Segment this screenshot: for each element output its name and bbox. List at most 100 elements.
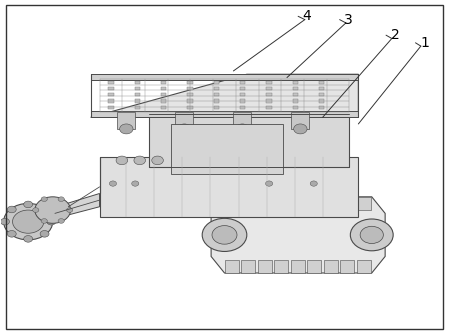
- Bar: [240, 100, 246, 103]
- Circle shape: [116, 156, 128, 165]
- Bar: [91, 111, 358, 117]
- FancyBboxPatch shape: [149, 114, 349, 167]
- Circle shape: [178, 124, 191, 134]
- Bar: [214, 80, 219, 84]
- Bar: [135, 100, 140, 103]
- Bar: [109, 100, 114, 103]
- Circle shape: [202, 218, 247, 252]
- Bar: [91, 74, 358, 80]
- Text: 3: 3: [344, 13, 353, 27]
- Circle shape: [350, 219, 393, 251]
- Bar: [240, 93, 246, 97]
- Bar: [109, 93, 114, 97]
- Circle shape: [66, 208, 73, 212]
- Bar: [293, 93, 298, 97]
- Bar: [258, 260, 272, 273]
- Bar: [274, 260, 288, 273]
- Bar: [135, 106, 140, 109]
- Circle shape: [7, 206, 16, 213]
- Bar: [224, 197, 239, 210]
- Bar: [324, 260, 338, 273]
- Bar: [176, 112, 193, 129]
- Circle shape: [110, 181, 116, 186]
- Bar: [161, 87, 167, 90]
- Circle shape: [35, 197, 70, 223]
- Circle shape: [7, 230, 16, 237]
- Bar: [188, 106, 193, 109]
- Bar: [291, 260, 305, 273]
- Bar: [161, 106, 167, 109]
- Circle shape: [41, 219, 47, 223]
- Bar: [188, 93, 193, 97]
- Bar: [214, 100, 219, 103]
- Circle shape: [41, 197, 47, 201]
- Bar: [319, 106, 325, 109]
- Bar: [340, 197, 354, 210]
- Bar: [241, 197, 255, 210]
- PathPatch shape: [15, 193, 100, 227]
- PathPatch shape: [91, 74, 358, 117]
- Circle shape: [4, 203, 53, 240]
- Bar: [291, 197, 305, 210]
- Circle shape: [152, 156, 163, 165]
- Bar: [266, 106, 272, 109]
- Bar: [266, 87, 272, 90]
- Bar: [214, 87, 219, 90]
- Circle shape: [13, 210, 44, 233]
- Bar: [135, 93, 140, 97]
- Bar: [109, 106, 114, 109]
- Circle shape: [47, 218, 56, 225]
- Bar: [240, 87, 246, 90]
- Bar: [135, 80, 140, 84]
- Bar: [117, 112, 135, 129]
- Bar: [319, 87, 325, 90]
- Bar: [240, 106, 246, 109]
- Bar: [274, 197, 288, 210]
- Bar: [293, 87, 298, 90]
- Bar: [188, 80, 193, 84]
- Circle shape: [0, 218, 9, 225]
- Circle shape: [119, 124, 133, 134]
- Bar: [233, 112, 251, 129]
- FancyBboxPatch shape: [100, 157, 358, 217]
- Circle shape: [33, 208, 39, 212]
- Circle shape: [24, 201, 33, 208]
- Circle shape: [310, 181, 317, 186]
- Circle shape: [265, 181, 273, 186]
- Bar: [293, 80, 298, 84]
- Bar: [109, 87, 114, 90]
- Circle shape: [58, 197, 64, 201]
- Bar: [319, 80, 325, 84]
- Bar: [340, 260, 354, 273]
- Bar: [291, 112, 309, 129]
- Bar: [188, 100, 193, 103]
- Circle shape: [40, 230, 49, 237]
- Circle shape: [132, 181, 139, 186]
- Text: 2: 2: [391, 28, 399, 42]
- Bar: [109, 80, 114, 84]
- Bar: [241, 260, 255, 273]
- Bar: [224, 260, 239, 273]
- Bar: [319, 100, 325, 103]
- Bar: [161, 80, 167, 84]
- Bar: [161, 100, 167, 103]
- Circle shape: [24, 235, 33, 242]
- Text: 4: 4: [303, 9, 312, 23]
- Text: 1: 1: [420, 36, 429, 50]
- Bar: [266, 80, 272, 84]
- Bar: [171, 124, 282, 174]
- Bar: [135, 87, 140, 90]
- Bar: [188, 87, 193, 90]
- Bar: [307, 260, 321, 273]
- Bar: [258, 197, 272, 210]
- Bar: [357, 197, 371, 210]
- Bar: [266, 93, 272, 97]
- Circle shape: [134, 156, 145, 165]
- Circle shape: [212, 226, 237, 244]
- Circle shape: [58, 219, 64, 223]
- Bar: [266, 100, 272, 103]
- Bar: [307, 197, 321, 210]
- Bar: [319, 93, 325, 97]
- PathPatch shape: [211, 197, 385, 273]
- Bar: [324, 197, 338, 210]
